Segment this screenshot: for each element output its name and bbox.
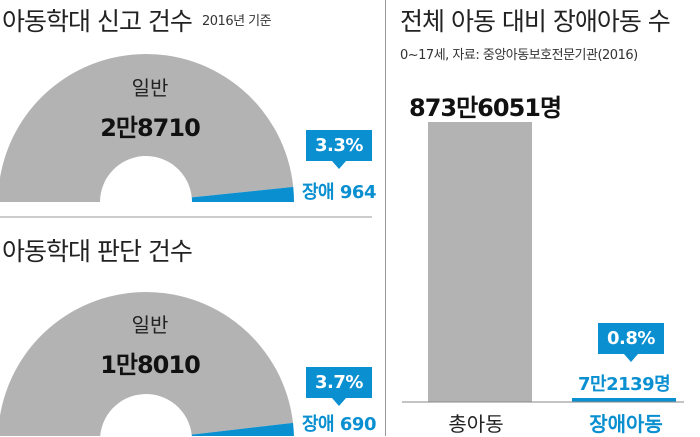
semi-charts-svg (0, 54, 372, 436)
vertical-divider (385, 0, 386, 436)
chart2-disabled-slice (191, 422, 294, 436)
chart1-disabled-label: 장애 964 (302, 178, 376, 204)
chart2-title: 아동학대 판단 건수 (2, 237, 193, 266)
bar-category-total: 총아동 (448, 412, 504, 436)
chart1-main-name: 일반 (131, 76, 169, 100)
chart2-disabled-value: 690 (339, 414, 377, 435)
chart3-percent-badge: 0.8% (598, 323, 664, 362)
chart1-main-slice (0, 54, 294, 202)
bar-total-value-label: 873만6051명 (409, 94, 562, 122)
chart2-main-value: 1만8010 (100, 351, 201, 379)
chart1-disabled-name: 장애 (302, 182, 335, 203)
chart1-main-value: 2만8710 (100, 114, 201, 142)
chart1-disabled-value: 964 (339, 182, 377, 203)
chart2-main-name: 일반 (131, 313, 169, 337)
chart1-disabled-slice (191, 186, 294, 202)
bar-disabled (572, 398, 676, 402)
bar-category-disabled: 장애아동 (589, 412, 663, 436)
chart1-title: 아동학대 신고 건수 (2, 7, 193, 36)
bar-chart-svg (402, 122, 684, 403)
chart3-title: 전체 아동 대비 장애아동 수 (400, 7, 671, 36)
chart1-percent-badge: 3.3% (306, 130, 372, 169)
bar-disabled-value-label: 7만2139명 (578, 374, 671, 395)
chart1-subtitle: 2016년 기준 (202, 14, 272, 29)
chart2-disabled-label: 장애 690 (302, 410, 376, 436)
chart2-main-slice (0, 292, 294, 436)
chart2-percent-badge: 3.7% (306, 367, 372, 406)
chart3-subtitle: 0~17세, 자료: 중앙아동보호전문기관(2016) (400, 48, 638, 63)
bar-total (428, 122, 532, 402)
chart2-disabled-name: 장애 (302, 414, 335, 435)
